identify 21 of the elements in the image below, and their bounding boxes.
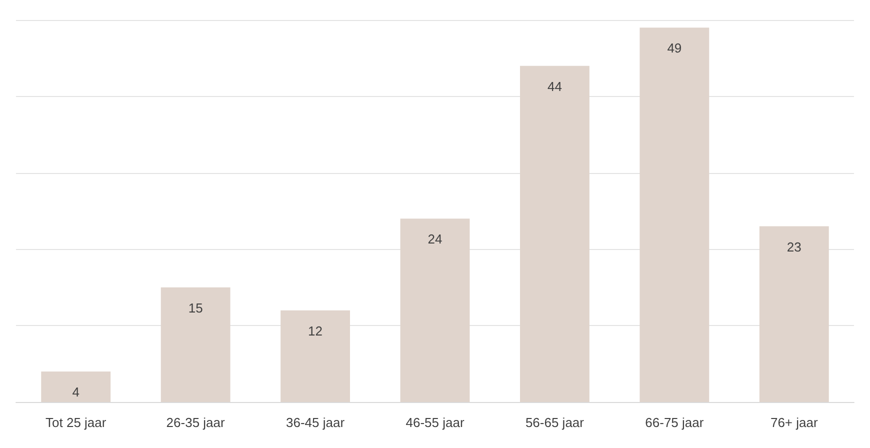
- bar: [41, 371, 111, 402]
- data-label: 15: [188, 300, 203, 316]
- data-label: 12: [308, 323, 323, 338]
- bar: [520, 66, 590, 402]
- x-tick-label: 46-55 jaar: [406, 415, 465, 430]
- x-tick-label: Tot 25 jaar: [46, 415, 107, 430]
- data-label: 4: [72, 384, 80, 400]
- bar: [160, 287, 230, 402]
- x-tick-label: 66-75 jaar: [645, 415, 704, 430]
- x-tick-label: 36-45 jaar: [286, 415, 346, 430]
- x-tick-label: 56-65 jaar: [525, 415, 585, 430]
- data-label: 23: [786, 239, 802, 254]
- bar: [640, 28, 710, 402]
- x-tick-label: 76+ jaar: [770, 415, 818, 430]
- data-label: 49: [667, 40, 682, 56]
- data-label: 44: [547, 78, 562, 94]
- bar: [400, 218, 470, 402]
- bar: [280, 310, 350, 402]
- bar: [759, 226, 829, 402]
- data-label: 24: [428, 232, 442, 247]
- x-tick-label: 26-35 jaar: [166, 415, 226, 430]
